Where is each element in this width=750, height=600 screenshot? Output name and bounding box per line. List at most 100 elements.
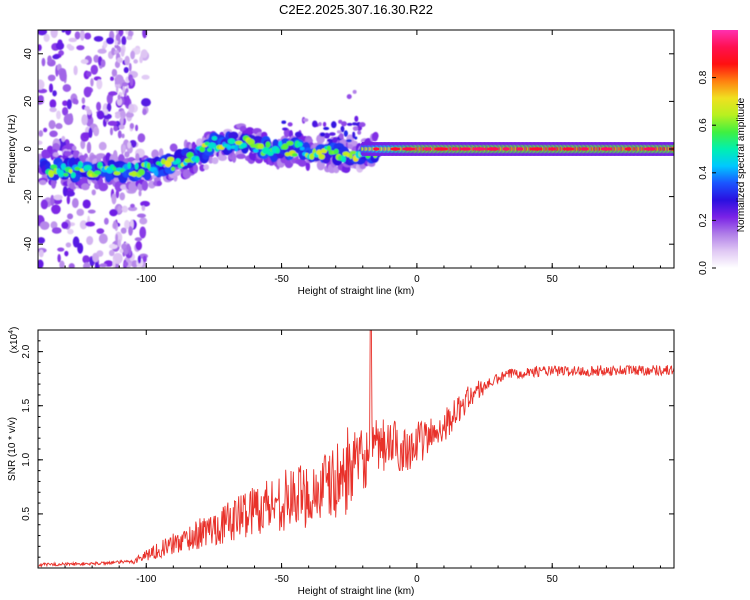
noise-speck — [112, 220, 117, 230]
band-peak — [390, 147, 401, 151]
ridge-core — [60, 163, 66, 171]
noise-speck — [88, 127, 93, 139]
spectrogram-x-label: Height of straight line (km) — [298, 286, 415, 297]
ridge-core — [234, 140, 243, 146]
colorbar-tick-label: 0.2 — [698, 213, 709, 227]
ridge-core — [146, 162, 151, 170]
noise-speck — [94, 261, 99, 268]
noise-speck — [98, 141, 107, 151]
noise-speck — [92, 253, 99, 263]
x-tick-label: -100 — [136, 574, 156, 585]
ridge-core — [58, 169, 64, 178]
noise-speck — [121, 133, 125, 139]
ridge-core — [195, 156, 200, 164]
noise-speck — [55, 41, 65, 50]
ridge-halo — [80, 177, 90, 186]
noise-speck — [127, 206, 138, 212]
snr-y-ticks: 0.5 1.0 1.5 2.0 — [21, 340, 674, 558]
noise-speck — [122, 84, 126, 95]
figure-title: C2E2.2025.307.16.30.R22 — [279, 2, 433, 17]
noise-speck — [40, 199, 49, 210]
noise-speck — [137, 133, 146, 143]
ridge-halo — [236, 153, 246, 160]
noise-speck — [106, 37, 115, 45]
colorbar: 0.0 0.2 0.4 0.6 0.8 Normalized spectral ampl… — [698, 30, 747, 275]
noise-speck — [142, 108, 147, 116]
noise-speck — [76, 45, 85, 51]
noise-speck — [50, 30, 58, 39]
noise-speck — [38, 95, 44, 102]
noise-speck — [96, 79, 103, 90]
noise-speck — [73, 65, 78, 76]
snr-x-label: Height of straight line (km) — [298, 586, 415, 597]
ridge-halo — [372, 131, 379, 140]
noise-speck — [122, 144, 126, 153]
noise-speck — [74, 31, 81, 40]
noise-speck — [64, 250, 69, 257]
x-tick-label: -50 — [274, 274, 289, 285]
noise-speck — [66, 99, 72, 110]
ridge-core — [275, 147, 280, 154]
spectrogram-x-ticks: -100 -50 0 50 — [64, 30, 661, 285]
noise-speck — [86, 235, 94, 246]
ridge-body — [143, 171, 152, 181]
ridge-core — [278, 140, 283, 147]
noise-speck — [48, 83, 54, 93]
noise-speck — [62, 100, 68, 107]
noise-speck — [43, 127, 48, 133]
ridge-halo — [354, 136, 358, 140]
ridge-halo — [359, 122, 366, 128]
noise-speck — [50, 194, 55, 206]
noise-speck — [63, 113, 74, 125]
noise-speck — [65, 30, 72, 36]
snr-series-line — [38, 330, 674, 568]
noise-speck — [66, 195, 71, 205]
noise-speck — [117, 94, 121, 100]
y-tick-label: 0 — [23, 146, 34, 152]
ridge-halo — [351, 140, 358, 147]
noise-speck — [65, 242, 72, 248]
noise-speck — [109, 209, 118, 217]
ridge-halo — [331, 121, 337, 129]
noise-speck — [100, 59, 106, 68]
band-peak — [486, 147, 499, 151]
noise-speck — [128, 103, 135, 114]
noise-speck — [114, 44, 119, 49]
snr-multiplier-exp: 4 — [8, 330, 15, 334]
noise-speck — [86, 109, 92, 115]
ridge-core — [226, 144, 232, 150]
ridge-core — [318, 153, 325, 160]
noise-speck — [56, 110, 61, 120]
noise-speck — [38, 249, 44, 258]
noise-speck — [61, 30, 66, 33]
ridge-halo — [297, 159, 307, 167]
ridge-core — [326, 145, 332, 152]
ridge-halo — [98, 182, 109, 192]
ridge-halo — [81, 183, 90, 191]
y-tick-label: 2.0 — [21, 344, 32, 358]
ridge-halo — [343, 130, 348, 137]
y-tick-label: 1.5 — [21, 398, 32, 412]
noise-speck — [112, 258, 116, 268]
noise-speck — [87, 209, 96, 214]
ridge-halo — [169, 143, 178, 152]
ridge-halo — [231, 153, 237, 163]
noise-speck — [124, 151, 130, 158]
ridge-core — [341, 155, 346, 163]
ridge-halo — [352, 89, 357, 94]
noise-speck — [125, 30, 129, 35]
noise-speck — [48, 119, 56, 130]
band-peak — [580, 147, 589, 151]
noise-speck — [61, 106, 69, 116]
ridge-halo — [281, 120, 287, 124]
ridge-halo — [356, 125, 363, 131]
noise-speck — [84, 32, 92, 40]
ridge-core — [240, 142, 247, 148]
ridge-halo — [312, 120, 318, 128]
noise-speck — [126, 35, 133, 40]
spectrogram-blobs — [38, 30, 382, 268]
noise-speck — [123, 66, 129, 74]
noise-speck — [138, 190, 142, 197]
ridge-body — [45, 162, 52, 171]
